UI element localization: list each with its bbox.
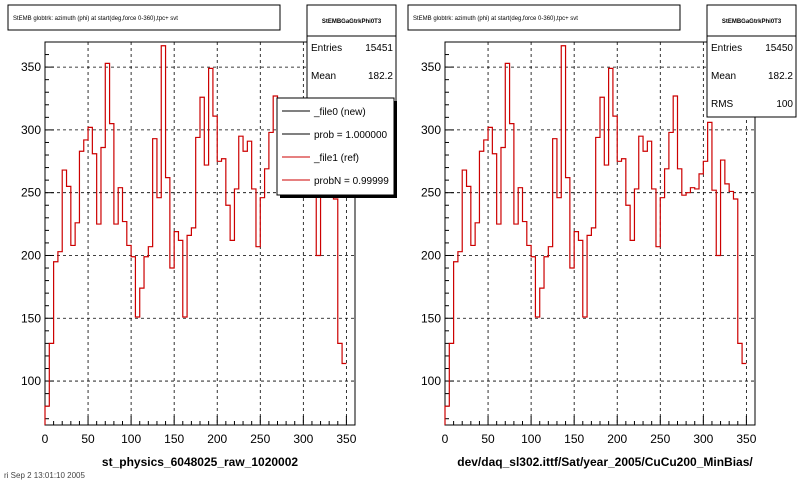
x-tick-label: 150: [564, 432, 584, 446]
stats-value: 182.2: [768, 71, 793, 82]
footer-timestamp: ri Sep 2 13:01:10 2005: [4, 471, 86, 480]
y-tick-label: 300: [421, 123, 441, 137]
stats-value: 15450: [765, 43, 793, 54]
x-tick-label: 100: [521, 432, 541, 446]
stats-label: Mean: [711, 71, 736, 82]
x-tick-label: 350: [736, 432, 756, 446]
x-tick-label: 250: [650, 432, 670, 446]
left-title-box: [7, 4, 281, 31]
stats-box: [706, 4, 797, 118]
x-tick-label: 0: [442, 432, 449, 446]
x-tick-label: 50: [81, 432, 95, 446]
stats-value: 100: [776, 99, 793, 110]
x-axis-title: dev/daq_sl302.ittf/Sat/year_2005/CuCu200…: [457, 455, 753, 469]
legend-label: prob = 1.000000: [314, 130, 388, 141]
legend-label: _file0 (new): [313, 107, 366, 118]
y-tick-label: 150: [421, 311, 441, 325]
stats-value: 15451: [365, 43, 393, 54]
x-tick-label: 50: [481, 432, 495, 446]
x-axis-title: st_physics_6048025_raw_1020002: [102, 455, 298, 469]
y-tick-label: 250: [421, 186, 441, 200]
left-histogram-title: StEMB globtrk: azimuth (phi) at start(de…: [13, 16, 178, 22]
y-tick-label: 100: [21, 374, 41, 388]
x-tick-label: 0: [42, 432, 49, 446]
x-tick-label: 100: [121, 432, 141, 446]
y-tick-label: 300: [21, 123, 41, 137]
right-histogram-title: StEMB globtrk: azimuth (phi) at start(de…: [413, 16, 578, 22]
x-tick-label: 300: [293, 432, 313, 446]
stats-label: RMS: [711, 99, 734, 110]
x-tick-label: 350: [336, 432, 356, 446]
legend-box: [276, 97, 395, 196]
x-tick-label: 300: [693, 432, 713, 446]
left-histogram-panel: StEMB globtrk: azimuth (phi) at start(de…: [7, 4, 397, 469]
y-tick-label: 350: [421, 60, 441, 74]
right-title-box: [407, 4, 681, 31]
y-tick-label: 150: [21, 311, 41, 325]
y-tick-label: 200: [421, 248, 441, 262]
stats-name: StEMBGaGtrkPhi0T3: [722, 19, 782, 25]
y-tick-label: 200: [21, 248, 41, 262]
y-tick-label: 250: [21, 186, 41, 200]
histogram-series: [444, 45, 747, 425]
stats-label: Entries: [311, 43, 342, 54]
right-histogram-panel: StEMB globtrk: azimuth (phi) at start(de…: [407, 4, 797, 469]
y-tick-label: 350: [21, 60, 41, 74]
legend-label: probN = 0.99999: [314, 176, 389, 187]
y-tick-label: 100: [421, 374, 441, 388]
stats-name: StEMBGaGtrkPhi0T3: [322, 19, 382, 25]
x-tick-label: 200: [207, 432, 227, 446]
x-tick-label: 250: [250, 432, 270, 446]
x-tick-label: 200: [607, 432, 627, 446]
stats-label: Mean: [311, 71, 336, 82]
stats-value: 182.2: [368, 71, 393, 82]
legend-label: _file1 (ref): [313, 153, 359, 164]
stats-label: Entries: [711, 43, 742, 54]
x-tick-label: 150: [164, 432, 184, 446]
